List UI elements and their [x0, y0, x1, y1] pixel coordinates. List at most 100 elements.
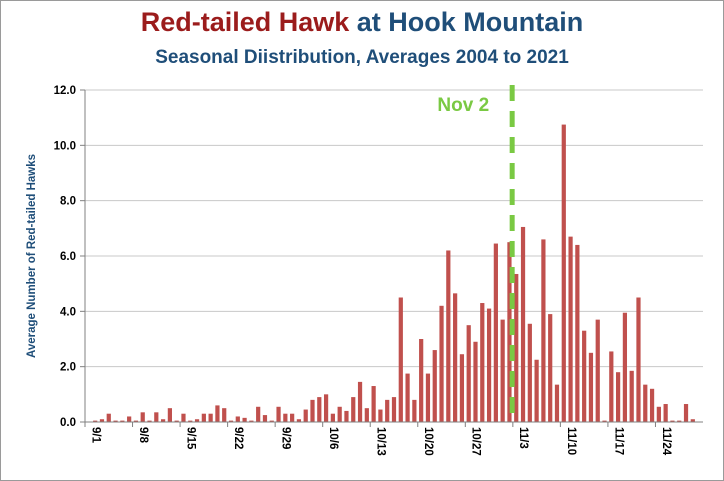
x-tick-label: 11/17: [612, 427, 624, 455]
y-tick-label: 0.0: [60, 417, 76, 429]
bar-9/2: [93, 420, 98, 422]
bar-11/4: [520, 226, 526, 422]
annotation: Nov 2: [437, 85, 515, 422]
bar-9/9: [140, 412, 145, 422]
bar-11/8: [548, 314, 553, 422]
bar-11/20: [629, 370, 634, 422]
bar-10/27: [466, 325, 471, 422]
bar-9/7: [127, 416, 132, 422]
bar-11/2: [507, 242, 512, 422]
bar-10/28: [473, 341, 478, 422]
bar-11/1: [500, 319, 505, 422]
chart-subtitle: Seasonal Diistribution, Averages 2004 to…: [155, 47, 569, 68]
bar-9/26: [256, 406, 261, 422]
x-tick-label: 10/6: [327, 427, 339, 449]
bar-10/9: [344, 410, 349, 422]
bar-11/16: [602, 420, 607, 422]
x-tick-label: 11/10: [565, 427, 577, 455]
annotation-label: Nov 2: [437, 95, 489, 116]
bar-9/6: [120, 420, 125, 422]
bar-10/8: [337, 406, 342, 422]
bar-10/21: [425, 373, 431, 422]
chart-title-species: Red-tailed Hawk: [140, 7, 350, 37]
bar-11/25: [663, 404, 668, 422]
bar-11/29: [690, 419, 695, 422]
bar-9/20: [215, 405, 220, 422]
bar-9/13: [167, 408, 172, 422]
bar-9/17: [194, 419, 200, 422]
bar-9/21: [222, 408, 227, 422]
x-tick-labels: 9/1 9/8 9/15 9/22 9/29 10/6 10/13 10/20 10/27 11/…: [84, 422, 672, 456]
bar-11/3: [514, 273, 519, 422]
bar-11/18: [616, 372, 621, 422]
y-tick-label: 6.0: [60, 251, 76, 263]
bar-9/29: [276, 406, 281, 422]
bar-series: [93, 124, 695, 422]
bar-9/27: [262, 415, 268, 422]
bar-9/14: [174, 420, 179, 422]
bar-10/6: [323, 394, 329, 422]
x-tick-label: 9/22: [232, 427, 244, 449]
bar-10/1: [290, 413, 295, 422]
x-tick-label: 11/3: [517, 427, 529, 449]
bar-11/23: [649, 388, 655, 422]
y-tick-label: 8.0: [60, 196, 76, 208]
bar-9/8: [133, 420, 139, 422]
bar-10/12: [364, 408, 369, 422]
y-axis-title: Average Number of Red-tailed Hawks: [26, 154, 38, 358]
bar-10/31: [493, 243, 498, 422]
y-tick-labels: 0.0 2.0 4.0 6.0 8.0 10.0 12.0: [54, 85, 85, 429]
y-tick-label: 12.0: [54, 85, 76, 97]
bar-10/5: [317, 397, 322, 422]
x-tick-label: 9/29: [280, 427, 292, 449]
bar-10/25: [453, 293, 458, 422]
x-tick-label: 9/8: [137, 427, 149, 444]
bar-11/19: [622, 312, 628, 422]
bar-10/29: [480, 303, 485, 422]
bar-9/24: [242, 417, 247, 422]
bar-11/9: [554, 384, 560, 422]
bar-11/28: [683, 404, 689, 422]
bar-10/11: [357, 381, 363, 422]
bar-11/22: [643, 384, 648, 422]
chart-title: Red-tailed Hawk at Hook Mountain: [0, 7, 724, 38]
bar-11/10: [561, 124, 566, 422]
x-tick-label: 9/15: [185, 427, 197, 450]
bar-9/3: [99, 419, 105, 422]
bar-9/5: [113, 420, 118, 422]
bar-10/10: [351, 397, 356, 422]
bar-10/24: [446, 250, 451, 422]
bar-9/30: [283, 413, 288, 422]
bar-11/26: [670, 420, 675, 422]
bar-9/15: [181, 413, 186, 422]
bar-10/15: [385, 399, 390, 422]
bar-10/7: [330, 413, 335, 422]
bar-9/23: [235, 416, 240, 422]
x-tick-label: 11/24: [660, 427, 672, 456]
bar-11/24: [656, 406, 661, 422]
bar-9/18: [201, 413, 206, 422]
bar-9/16: [188, 420, 193, 422]
bar-11/14: [588, 352, 594, 422]
bar-9/10: [147, 420, 152, 422]
y-tick-label: 4.0: [60, 306, 76, 318]
bar-11/7: [541, 239, 546, 422]
x-tick-label: 10/20: [422, 427, 434, 456]
x-tick-label: 10/13: [375, 427, 387, 456]
bar-10/19: [412, 399, 417, 422]
bar-10/14: [378, 409, 383, 422]
bar-10/17: [398, 297, 403, 422]
bar-10/23: [439, 305, 444, 422]
bar-11/5: [527, 323, 532, 422]
bar-10/2: [296, 419, 302, 422]
bar-11/6: [534, 359, 539, 422]
bar-10/13: [371, 386, 376, 422]
bar-10/20: [419, 339, 424, 422]
bar-9/12: [160, 419, 166, 422]
bar-11/13: [582, 330, 587, 422]
bar-11/27: [677, 420, 682, 422]
bar-9/28: [269, 420, 274, 422]
bar-10/16: [391, 397, 397, 422]
y-tick-label: 10.0: [54, 140, 76, 152]
